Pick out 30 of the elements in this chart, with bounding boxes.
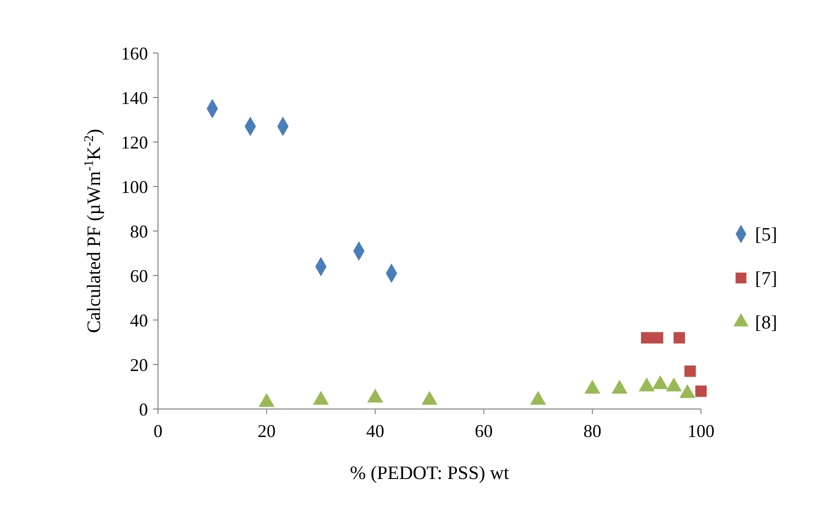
y-tick-label: 20 bbox=[130, 354, 148, 375]
point bbox=[258, 393, 275, 407]
x-tick-label: 0 bbox=[154, 421, 162, 441]
point bbox=[584, 380, 600, 394]
legend-label: [8] bbox=[755, 312, 778, 334]
y-tick-label: 40 bbox=[130, 310, 148, 330]
y-tick-label: 80 bbox=[130, 221, 148, 242]
point bbox=[367, 388, 384, 402]
point bbox=[638, 378, 655, 392]
x-tick-label: 60 bbox=[474, 421, 493, 441]
point bbox=[530, 390, 546, 405]
point bbox=[652, 375, 668, 390]
x-axis-title: % (PEDOT: PSS) wt bbox=[350, 463, 510, 484]
point bbox=[612, 380, 628, 394]
y-tick-label: 0 bbox=[139, 399, 148, 420]
legend-label: [5] bbox=[755, 224, 778, 246]
y-tick-label: 140 bbox=[121, 88, 148, 108]
point bbox=[422, 390, 438, 405]
point bbox=[679, 384, 696, 398]
x-tick-label: 20 bbox=[258, 421, 276, 441]
point bbox=[312, 390, 329, 405]
point bbox=[666, 378, 682, 392]
x-tick-label: 40 bbox=[366, 421, 384, 441]
y-tick-label: 100 bbox=[121, 176, 148, 197]
y-tick-label: 160 bbox=[121, 43, 148, 64]
x-tick-label: 80 bbox=[583, 421, 602, 441]
y-tick-label: 60 bbox=[130, 266, 148, 286]
legend-label: [7] bbox=[755, 268, 778, 290]
y-tick-label: 120 bbox=[121, 132, 148, 152]
x-tick-label: 100 bbox=[688, 421, 714, 441]
